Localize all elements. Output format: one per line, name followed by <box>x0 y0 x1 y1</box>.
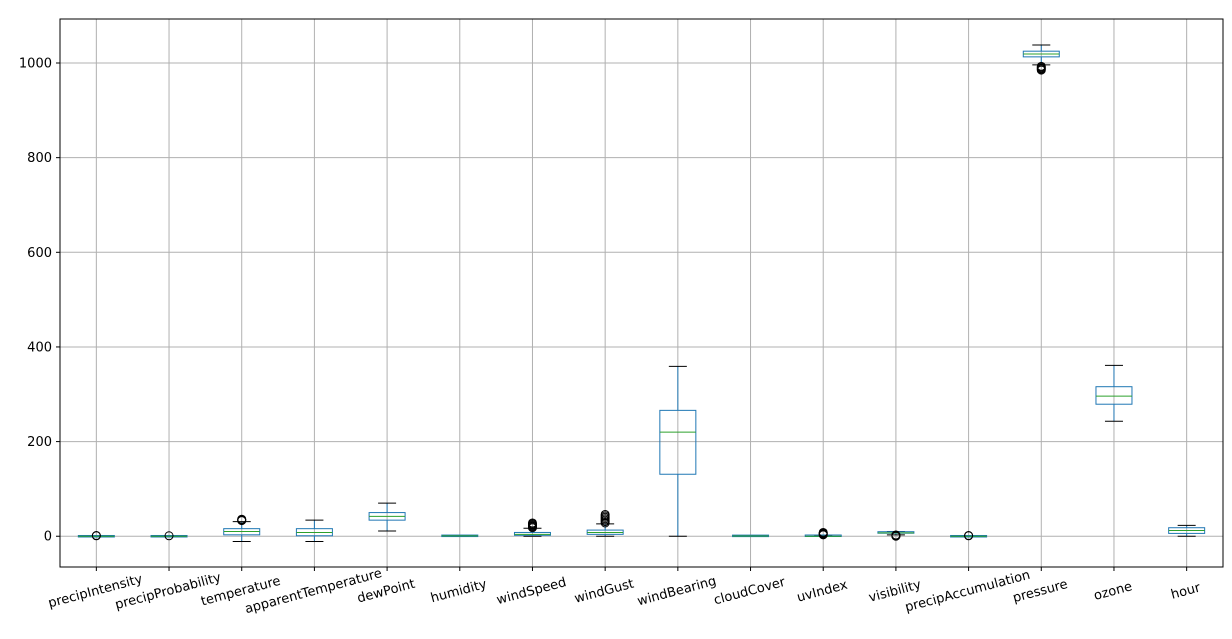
box-windBearing <box>659 365 697 537</box>
box-visibility <box>877 530 915 541</box>
box-iqr <box>1095 386 1133 405</box>
box-windSpeed <box>513 518 551 537</box>
outlier-point <box>91 531 101 541</box>
outlier-point <box>964 531 974 541</box>
box-precipProbability <box>150 531 188 541</box>
box-precipAccumulation <box>950 531 988 541</box>
y-tick-label: 1000 <box>19 57 52 72</box>
y-tick-label: 800 <box>27 151 52 166</box>
box-precipIntensity <box>77 531 115 541</box>
y-tick-label: 400 <box>27 340 52 355</box>
outlier-point <box>237 514 247 524</box>
plot-frame <box>59 18 1224 568</box>
box-uvIndex <box>804 527 842 540</box>
box-pressure <box>1022 44 1060 75</box>
outlier-point <box>891 530 901 540</box>
boxes <box>77 44 1206 542</box>
outlier-point <box>1036 61 1046 71</box>
y-tick-label: 600 <box>27 246 52 261</box>
outlier-point <box>818 527 828 537</box>
box-iqr <box>659 409 697 475</box>
outlier-point <box>600 509 610 519</box>
box-ozone <box>1095 364 1133 422</box>
box-dewPoint <box>368 502 406 532</box>
outlier-point <box>164 531 174 541</box>
box-windGust <box>586 509 624 537</box>
box-cloudCover <box>732 534 770 538</box>
y-tick-label: 200 <box>27 435 52 450</box>
box-apparentTemperature <box>295 519 333 542</box>
box-humidity <box>441 534 479 538</box>
box-hour <box>1168 524 1206 537</box>
grid <box>60 19 1223 567</box>
outlier-point <box>527 518 537 528</box>
y-tick-label: 0 <box>44 530 52 545</box>
box-temperature <box>223 514 261 542</box>
